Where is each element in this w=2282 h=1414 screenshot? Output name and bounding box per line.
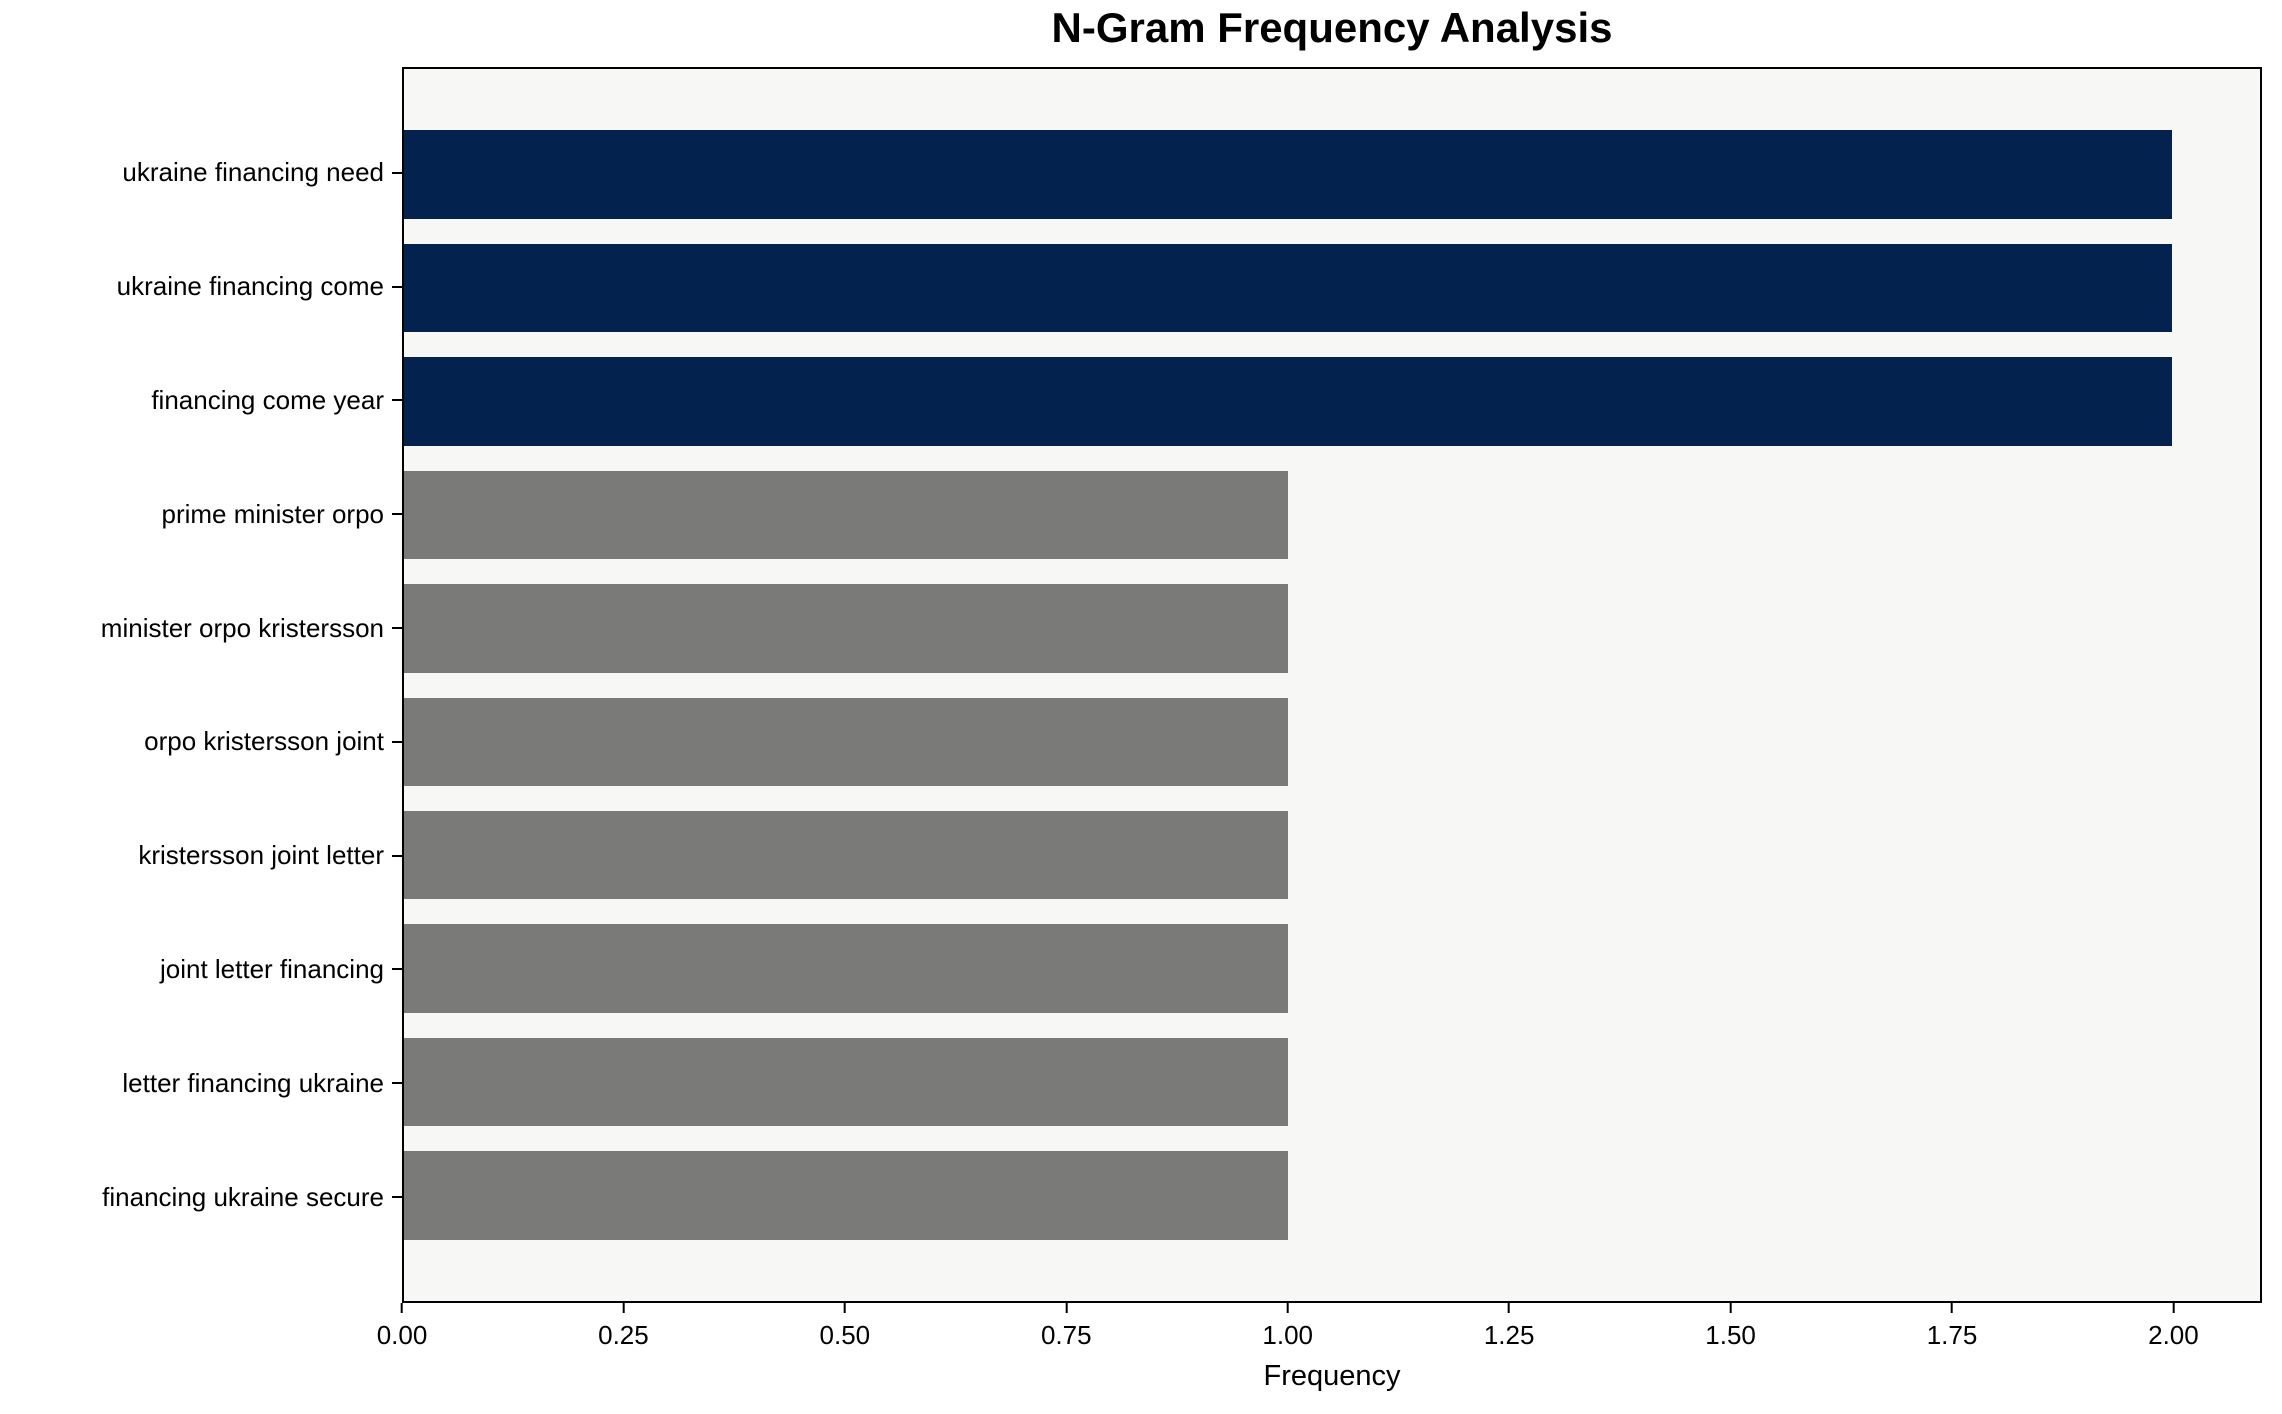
y-tick-row-joint-letter-financing: joint letter financing [0, 913, 402, 1027]
x-tick-0.75: 0.75 [1041, 1303, 1092, 1351]
bar-band-prime-minister-orpo [404, 458, 2260, 571]
y-tick-label-kristersson-joint-letter: kristersson joint letter [138, 840, 384, 871]
y-tick-mark [392, 627, 402, 630]
x-tick-mark [1065, 1303, 1068, 1313]
x-tick-0.50: 0.50 [819, 1303, 871, 1351]
bar-band-ukraine-financing-need [404, 118, 2260, 231]
bar-band-financing-come-year [404, 345, 2260, 458]
bar-band-minister-orpo-kristersson [404, 572, 2260, 685]
x-tick-mark [1950, 1303, 1953, 1313]
bar-ukraine-financing-need [404, 130, 2172, 219]
y-tick-row-ukraine-financing-come: ukraine financing come [0, 230, 402, 344]
y-tick-mark [392, 285, 402, 288]
y-tick-label-minister-orpo-kristersson: minister orpo kristersson [100, 612, 384, 643]
y-tick-row-orpo-kristersson-joint: orpo kristersson joint [0, 685, 402, 799]
x-axis: 0.00 0.25 0.50 0.75 1.00 1.25 1.50 1.75 2.00 [377, 1303, 2262, 1363]
bar-kristersson-joint-letter [404, 810, 1288, 900]
bar-minister-orpo-kristersson [404, 584, 1288, 673]
y-tick-row-minister-orpo-kristersson: minister orpo kristersson [0, 571, 402, 685]
y-tick-label-orpo-kristersson-joint: orpo kristersson joint [144, 726, 384, 757]
y-tick-mark [392, 740, 402, 743]
x-tick-0.00: 0.00 [376, 1303, 428, 1351]
y-tick-mark [392, 1082, 402, 1085]
bar-joint-letter-financing [404, 924, 1288, 1013]
bar-band-kristersson-joint-letter [404, 798, 2260, 911]
bar-financing-come-year [404, 357, 2172, 446]
plot-area [402, 67, 2262, 1303]
x-tick-1.00: 1.00 [1262, 1303, 1313, 1351]
x-tick-mark [622, 1303, 625, 1313]
bar-band-orpo-kristersson-joint [404, 685, 2260, 798]
bar-band-letter-financing-ukraine [404, 1025, 2260, 1138]
x-tick-label: 0.50 [819, 1320, 871, 1350]
y-tick-row-letter-financing-ukraine: letter financing ukraine [0, 1026, 402, 1140]
x-tick-label: 0.25 [598, 1320, 649, 1350]
x-tick-label: 0.75 [1040, 1320, 1092, 1350]
bar-letter-financing-ukraine [404, 1037, 1288, 1127]
chart-title: N-Gram Frequency Analysis [1051, 4, 1613, 51]
x-tick-2.00: 2.00 [2148, 1303, 2199, 1351]
bar-band-joint-letter-financing [404, 912, 2260, 1025]
y-tick-row-prime-minister-orpo: prime minister orpo [0, 457, 402, 571]
bars-container [404, 69, 2260, 1301]
y-tick-row-financing-come-year: financing come year [0, 344, 402, 458]
x-tick-label: 1.00 [1262, 1320, 1314, 1350]
x-tick-mark [1508, 1303, 1511, 1313]
x-tick-mark [2172, 1303, 2175, 1313]
x-tick-1.50: 1.50 [1705, 1303, 1756, 1351]
x-tick-label: 2.00 [2148, 1320, 2199, 1350]
y-tick-label-financing-ukraine-secure: financing ukraine secure [102, 1181, 384, 1212]
y-tick-label-financing-come-year: financing come year [151, 384, 384, 415]
y-tick-row-kristersson-joint-letter: kristersson joint letter [0, 799, 402, 913]
y-tick-mark [392, 513, 402, 516]
y-tick-mark [392, 171, 402, 174]
x-tick-mark [1286, 1303, 1289, 1313]
x-tick-label: 1.25 [1483, 1320, 1535, 1350]
y-tick-row-ukraine-financing-need: ukraine financing need [0, 116, 402, 230]
y-tick-label-prime-minister-orpo: prime minister orpo [161, 498, 384, 529]
x-tick-0.25: 0.25 [598, 1303, 649, 1351]
bar-prime-minister-orpo [404, 470, 1288, 560]
y-axis-labels: ukraine financing need ukraine financing … [0, 67, 402, 1303]
x-tick-1.75: 1.75 [1926, 1303, 1978, 1351]
x-tick-mark [843, 1303, 846, 1313]
y-tick-label-ukraine-financing-come: ukraine financing come [116, 271, 384, 302]
bar-orpo-kristersson-joint [404, 697, 1288, 786]
y-tick-row-financing-ukraine-secure: financing ukraine secure [0, 1140, 402, 1254]
y-tick-mark [392, 1196, 402, 1199]
y-tick-label-letter-financing-ukraine: letter financing ukraine [122, 1067, 384, 1098]
bar-band-ukraine-financing-come [404, 231, 2260, 344]
x-tick-mark [1729, 1303, 1732, 1313]
bar-ukraine-financing-come [404, 243, 2172, 333]
x-tick-mark [400, 1303, 403, 1313]
y-tick-label-joint-letter-financing: joint letter financing [159, 953, 384, 984]
x-tick-label: 1.50 [1705, 1320, 1756, 1350]
x-axis-label: Frequency [1263, 1360, 1401, 1392]
y-tick-mark [392, 399, 402, 402]
y-tick-mark [392, 854, 402, 857]
x-tick-1.25: 1.25 [1483, 1303, 1535, 1351]
y-tick-label-ukraine-financing-need: ukraine financing need [122, 157, 384, 188]
x-tick-label: 1.75 [1926, 1320, 1978, 1350]
bar-financing-ukraine-secure [404, 1151, 1288, 1240]
y-tick-mark [392, 968, 402, 971]
bar-band-financing-ukraine-secure [404, 1139, 2260, 1252]
x-tick-label: 0.00 [376, 1320, 428, 1350]
